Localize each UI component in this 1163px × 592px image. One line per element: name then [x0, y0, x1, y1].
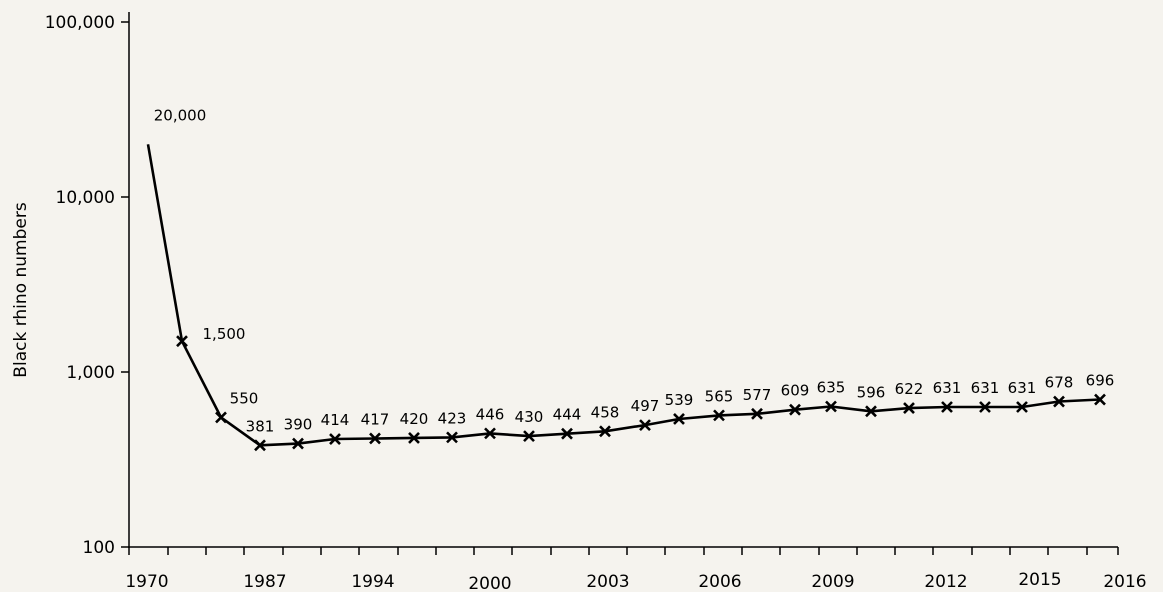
data-label: 1,500	[203, 325, 246, 343]
data-point-marker	[639, 419, 651, 432]
data-point-marker	[446, 431, 458, 444]
data-label: 678	[1045, 374, 1074, 392]
x-tick-label: 2009	[811, 572, 854, 592]
data-label: 596	[857, 383, 886, 401]
data-label: 423	[438, 409, 467, 427]
data-label: 446	[476, 405, 505, 423]
data-label: 381	[246, 417, 275, 435]
data-label: 696	[1086, 372, 1115, 390]
data-label: 417	[361, 410, 390, 428]
data-point-marker	[329, 433, 341, 445]
data-label: 609	[781, 382, 810, 400]
data-point-marker	[484, 427, 496, 440]
x-tick-label: 2016	[1103, 572, 1146, 592]
data-point-marker	[176, 335, 188, 348]
data-point-marker	[979, 401, 991, 413]
data-label: 622	[895, 380, 924, 398]
data-label: 20,000	[154, 106, 207, 124]
series-line	[146, 144, 1101, 447]
data-point-marker	[713, 409, 725, 422]
x-tick-label: 2003	[586, 572, 629, 592]
data-point-marker	[941, 401, 953, 413]
data-label: 539	[665, 391, 694, 409]
x-tick-label: 2015	[1018, 570, 1061, 590]
data-point-marker	[292, 437, 304, 450]
data-point-marker	[1016, 401, 1028, 413]
x-tick-label: 2012	[924, 572, 967, 592]
data-label: 577	[743, 386, 772, 404]
data-point-marker	[1053, 395, 1065, 408]
data-label: 430	[515, 408, 544, 426]
axes: 100 1,000 10,000 100,000 1970 1987 1994 2000 200…	[45, 12, 1147, 592]
data-label: 420	[400, 410, 429, 428]
data-label-layer: 20,000 1,500 550 381 390 414 417 420 423 446 430 44…	[154, 106, 1115, 435]
data-point-marker	[408, 432, 420, 444]
data-point-marker	[673, 413, 685, 425]
x-tick-label: 1987	[243, 572, 286, 592]
data-point-marker	[369, 432, 381, 445]
data-point-marker	[1094, 393, 1106, 406]
y-tick-label: 100	[83, 538, 115, 558]
x-tick-label: 2000	[468, 574, 511, 592]
marker-layer	[176, 335, 1106, 452]
data-point-marker	[599, 425, 611, 438]
data-label: 390	[284, 416, 313, 434]
data-point-marker	[825, 400, 837, 413]
data-label: 631	[933, 379, 962, 397]
data-point-marker	[865, 405, 877, 418]
data-label: 631	[971, 379, 1000, 397]
x-tick-label: 1994	[351, 572, 394, 592]
y-tick-label: 100,000	[45, 13, 115, 33]
data-point-marker	[903, 402, 915, 415]
data-point-marker	[215, 411, 227, 424]
data-label: 458	[591, 403, 620, 421]
x-tick-label: 1970	[125, 572, 168, 592]
data-label: 635	[817, 379, 846, 397]
data-point-marker	[254, 439, 266, 452]
x-tick-label: 2006	[698, 572, 741, 592]
data-point-marker	[561, 427, 573, 440]
data-point-marker	[789, 403, 801, 416]
data-label: 550	[230, 389, 259, 407]
data-label: 565	[705, 387, 734, 405]
y-axis-title: Black rhino numbers	[11, 202, 31, 378]
data-label: 414	[321, 411, 350, 429]
y-tick-label: 10,000	[56, 188, 115, 208]
data-label: 497	[631, 397, 660, 415]
series-line-layer	[146, 144, 1101, 447]
data-point-marker	[751, 407, 763, 420]
data-point-marker	[523, 430, 535, 443]
y-tick-label: 1,000	[66, 363, 115, 383]
data-label: 444	[553, 406, 582, 424]
data-label: 631	[1008, 379, 1037, 397]
